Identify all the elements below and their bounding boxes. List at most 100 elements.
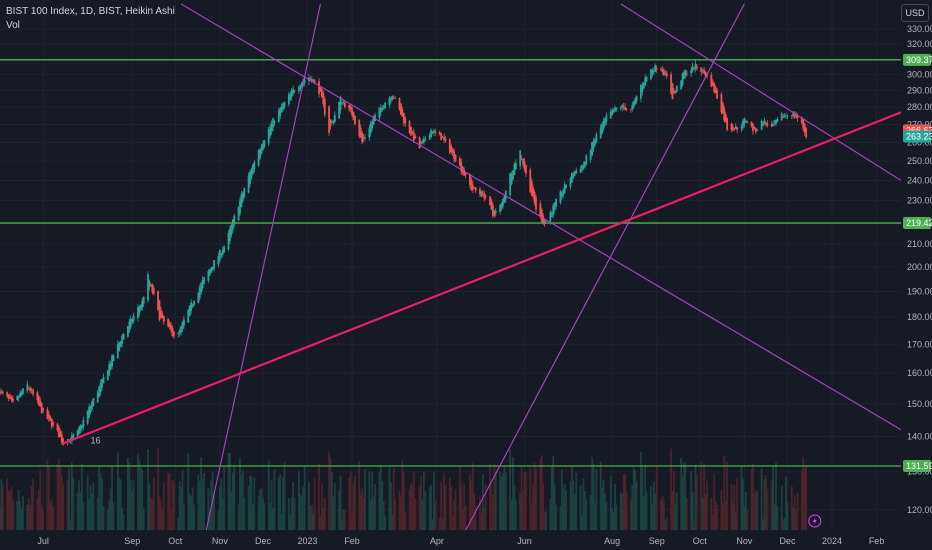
volume-bar	[188, 493, 191, 530]
candle-body	[473, 187, 476, 188]
candle-body	[42, 408, 45, 411]
volume-bar	[523, 472, 526, 530]
candle-body	[109, 363, 112, 370]
volume-bar	[137, 453, 139, 530]
volume-bar	[766, 488, 769, 530]
candle-body	[720, 94, 723, 113]
volume-label[interactable]: Vol	[6, 20, 20, 31]
volume-bar	[483, 508, 486, 530]
price-axis[interactable]: 120.00130.00140.00150.00160.00170.00180.…	[901, 0, 932, 550]
volume-bar	[197, 474, 200, 530]
candle-body	[290, 90, 293, 97]
candle-body	[792, 112, 795, 117]
candle-body	[609, 112, 612, 119]
candle-body	[108, 364, 111, 376]
candle-body	[451, 148, 454, 153]
time-axis[interactable]: Jul Sep Oct Nov Dec 2023 Feb Apr Jun Aug Sep Oct Nov…	[0, 530, 932, 550]
candle-body	[282, 103, 284, 110]
drawing-lines[interactable]	[62, 3, 902, 548]
time-tick-label: Apr	[430, 536, 444, 546]
candle-body	[56, 423, 59, 431]
candle-body	[713, 83, 716, 93]
candle-body	[770, 124, 773, 127]
volume-bar	[473, 493, 476, 530]
volume-bar	[673, 470, 675, 530]
candle-body	[319, 87, 322, 92]
candle-body	[78, 427, 80, 434]
candle-body	[381, 108, 384, 111]
candle-body	[398, 98, 401, 110]
candle-body	[352, 111, 355, 121]
volume-bar	[765, 475, 767, 530]
currency-button[interactable]: USD	[901, 4, 929, 22]
price-badge-label: 263.23	[906, 132, 932, 142]
candle-body	[519, 150, 522, 167]
volume-bar	[381, 481, 384, 530]
volume-bar	[591, 457, 593, 530]
volume-bar	[458, 466, 461, 530]
lightning-icon	[808, 514, 822, 528]
volume-bar	[529, 467, 532, 530]
candle-body	[318, 81, 320, 94]
volume-bar	[726, 461, 729, 530]
candle-body	[401, 109, 404, 117]
volume-bar	[241, 470, 244, 530]
volume-bar	[612, 511, 615, 530]
candle-body	[479, 189, 481, 194]
symbol-title[interactable]: BIST 100 Index, 1D, BIST, Heikin Ashi	[6, 6, 175, 17]
candle-body	[441, 136, 444, 138]
volume-bar	[207, 488, 210, 530]
candle-body	[494, 210, 497, 214]
candle-body	[428, 134, 431, 140]
candle-body	[604, 118, 606, 125]
volume-bar	[82, 502, 85, 530]
price-tick-label: 290.00	[907, 86, 932, 96]
volume-bar	[88, 498, 90, 530]
candle-body	[743, 119, 746, 125]
volume-bar	[461, 509, 464, 530]
candle-body	[76, 430, 79, 437]
volume-bar	[129, 479, 132, 530]
candle-body	[710, 74, 713, 87]
candle-body	[213, 260, 216, 269]
volume-bar	[19, 501, 22, 530]
volume-bar	[187, 453, 190, 530]
candle-body	[704, 71, 707, 77]
volume-bar	[665, 517, 668, 530]
volume-bar	[468, 473, 471, 530]
candle-body	[112, 355, 115, 361]
volume-bar	[594, 502, 596, 530]
volume-bar	[62, 483, 65, 530]
price-tick-label: 180.00	[907, 312, 932, 322]
time-tick-label: Feb	[344, 536, 360, 546]
candle-body	[418, 137, 421, 149]
volume-bar	[253, 477, 256, 530]
candle-body	[299, 85, 302, 90]
candle-body	[529, 169, 532, 193]
candle-body	[167, 318, 170, 327]
volume-bar	[343, 509, 346, 530]
candle-body	[379, 107, 382, 113]
volume-bar	[162, 482, 165, 530]
candle-body	[734, 126, 737, 129]
volume-bar	[252, 503, 254, 530]
candle-body	[19, 393, 22, 398]
candle-body	[675, 86, 678, 92]
candle-body	[338, 101, 341, 119]
volume-bar	[10, 487, 13, 530]
volume-bar	[443, 473, 445, 530]
volume-bar	[151, 499, 154, 530]
volume-bar	[319, 515, 322, 530]
candle-body	[440, 133, 443, 141]
channel-line	[456, 3, 745, 548]
volume-bar	[148, 483, 151, 530]
candle-body	[523, 161, 526, 170]
volume-bar	[280, 513, 283, 530]
volume-bar	[42, 511, 45, 530]
horizontal-lines[interactable]	[0, 59, 901, 467]
candle-body	[273, 120, 276, 123]
candle-body	[412, 132, 415, 141]
candle-body	[263, 140, 266, 147]
volume-bar	[37, 489, 40, 530]
